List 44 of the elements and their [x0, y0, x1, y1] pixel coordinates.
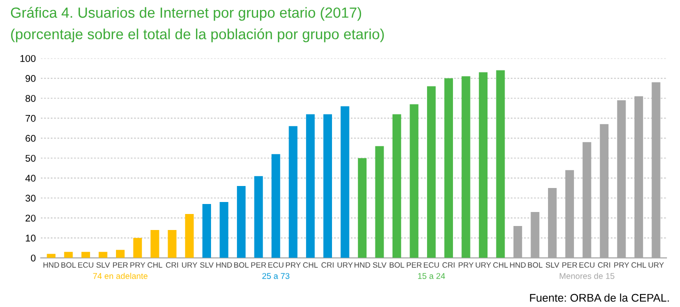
bar: [202, 204, 212, 258]
bar: [81, 252, 90, 258]
series-label: 15 a 24: [418, 273, 446, 279]
bar: [133, 238, 142, 258]
bar: [478, 72, 488, 258]
bar: [410, 104, 418, 258]
bar: [340, 106, 350, 258]
bar: [375, 146, 384, 258]
bar: [185, 214, 194, 258]
bar: [254, 176, 263, 258]
y-tick-label: 60: [26, 134, 36, 142]
y-tick-label: 0: [30, 254, 36, 262]
series-label: 74 en adelante: [93, 272, 148, 279]
bar: [116, 250, 125, 258]
bar: [236, 186, 246, 258]
y-tick-label: 70: [26, 114, 36, 122]
chart-title: Gráfica 4. Usuarios de Internet por grupo etario (2017): [10, 6, 362, 21]
bar: [168, 230, 176, 258]
series-label: 25 a 73: [262, 273, 290, 279]
bar: [427, 86, 436, 258]
bar: [220, 202, 228, 258]
y-tick-label: 20: [26, 214, 36, 222]
source-note: Fuente: ORBA de la CEPAL.: [530, 294, 669, 302]
bar: [323, 114, 332, 258]
bar: [150, 230, 160, 258]
y-tick-label: 80: [26, 94, 36, 102]
bar: [358, 158, 367, 258]
bar: [288, 126, 298, 258]
bar: [64, 252, 73, 258]
y-tick-label: 10: [26, 234, 36, 242]
chart-subtitle: (porcentaje sobre el total de la población por grupo etario): [11, 28, 384, 42]
y-tick-label: 90: [26, 75, 36, 82]
bar: [392, 114, 402, 258]
bar: [272, 154, 280, 258]
y-tick-label: 50: [26, 154, 36, 162]
bar: [98, 252, 108, 258]
bar: [496, 70, 505, 258]
y-tick-label: 30: [25, 194, 36, 202]
y-tick-label: 40: [25, 174, 36, 182]
bar: [462, 76, 470, 258]
series-label: Menores de 15: [560, 272, 614, 279]
bar: [306, 114, 315, 258]
y-tick-label: 100: [20, 55, 36, 62]
bar: [444, 78, 453, 258]
